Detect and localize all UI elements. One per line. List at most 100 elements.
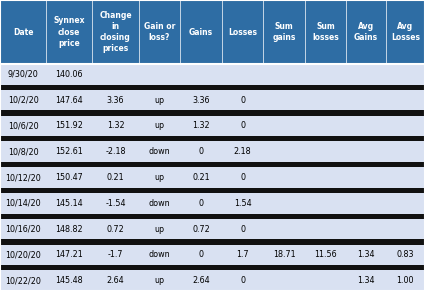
Bar — [92, 64, 139, 84]
Text: 10/20/20: 10/20/20 — [5, 251, 41, 260]
Bar — [264, 271, 305, 291]
Bar — [0, 193, 46, 214]
Text: Avg
Gains: Avg Gains — [354, 22, 378, 42]
Bar — [346, 116, 386, 136]
Bar — [305, 193, 346, 214]
Text: up: up — [154, 173, 164, 182]
Text: 1.34: 1.34 — [357, 251, 375, 260]
Text: up: up — [154, 225, 164, 234]
Text: 10/8/20: 10/8/20 — [8, 147, 38, 156]
Bar — [264, 116, 305, 136]
Bar — [346, 64, 386, 84]
Bar — [305, 116, 346, 136]
Text: 145.14: 145.14 — [56, 199, 83, 208]
Text: 10/22/20: 10/22/20 — [5, 276, 41, 285]
Bar — [0, 84, 425, 90]
Text: 0: 0 — [240, 121, 245, 130]
Text: 0: 0 — [198, 199, 204, 208]
Bar — [0, 265, 425, 271]
Bar — [46, 141, 92, 162]
Text: 148.82: 148.82 — [56, 225, 83, 234]
Text: 0: 0 — [240, 173, 245, 182]
Bar — [346, 90, 386, 110]
Bar — [180, 141, 222, 162]
Bar — [92, 271, 139, 291]
Text: down: down — [149, 251, 170, 260]
Text: 150.47: 150.47 — [55, 173, 83, 182]
Bar — [386, 116, 425, 136]
Text: 1.32: 1.32 — [192, 121, 210, 130]
Bar — [180, 167, 222, 188]
Bar — [222, 90, 264, 110]
Bar — [46, 245, 92, 265]
Text: 10/14/20: 10/14/20 — [5, 199, 41, 208]
Bar — [346, 0, 386, 64]
Bar — [92, 245, 139, 265]
Bar — [46, 116, 92, 136]
Text: Sum
gains: Sum gains — [272, 22, 296, 42]
Bar — [0, 141, 46, 162]
Bar — [139, 167, 180, 188]
Bar — [386, 64, 425, 84]
Bar — [0, 239, 425, 245]
Bar — [46, 64, 92, 84]
Text: 18.71: 18.71 — [273, 251, 295, 260]
Bar — [305, 219, 346, 239]
Bar — [0, 167, 46, 188]
Bar — [264, 167, 305, 188]
Text: 10/12/20: 10/12/20 — [5, 173, 41, 182]
Bar — [264, 141, 305, 162]
Bar — [305, 167, 346, 188]
Bar — [46, 0, 92, 64]
Text: -1.7: -1.7 — [108, 251, 123, 260]
Text: 0.83: 0.83 — [397, 251, 414, 260]
Bar — [0, 245, 46, 265]
Bar — [180, 193, 222, 214]
Bar — [180, 271, 222, 291]
Text: down: down — [149, 199, 170, 208]
Bar — [386, 219, 425, 239]
Bar — [386, 271, 425, 291]
Text: 145.48: 145.48 — [56, 276, 83, 285]
Bar — [222, 141, 264, 162]
Bar — [264, 0, 305, 64]
Bar — [222, 219, 264, 239]
Bar — [222, 64, 264, 84]
Text: 2.18: 2.18 — [234, 147, 251, 156]
Bar — [264, 219, 305, 239]
Bar — [139, 245, 180, 265]
Text: 9/30/20: 9/30/20 — [8, 70, 39, 79]
Text: 1.54: 1.54 — [234, 199, 251, 208]
Text: down: down — [149, 147, 170, 156]
Bar — [92, 167, 139, 188]
Text: 10/16/20: 10/16/20 — [5, 225, 41, 234]
Text: Change
in
closing
prices: Change in closing prices — [99, 11, 132, 53]
Text: 147.21: 147.21 — [55, 251, 83, 260]
Bar — [92, 141, 139, 162]
Bar — [139, 90, 180, 110]
Text: Avg
Losses: Avg Losses — [391, 22, 420, 42]
Bar — [180, 64, 222, 84]
Bar — [139, 64, 180, 84]
Bar — [139, 193, 180, 214]
Bar — [346, 271, 386, 291]
Bar — [0, 0, 46, 64]
Bar — [0, 64, 46, 84]
Text: 0.21: 0.21 — [192, 173, 210, 182]
Bar — [346, 245, 386, 265]
Bar — [92, 193, 139, 214]
Text: 0.72: 0.72 — [107, 225, 125, 234]
Text: 1.32: 1.32 — [107, 121, 124, 130]
Bar — [346, 193, 386, 214]
Bar — [0, 162, 425, 167]
Text: 0: 0 — [198, 147, 204, 156]
Bar — [386, 193, 425, 214]
Bar — [0, 214, 425, 219]
Text: 0: 0 — [198, 251, 204, 260]
Text: 3.36: 3.36 — [107, 95, 124, 104]
Bar — [0, 219, 46, 239]
Text: 3.36: 3.36 — [192, 95, 210, 104]
Bar — [386, 0, 425, 64]
Bar — [0, 90, 46, 110]
Bar — [46, 167, 92, 188]
